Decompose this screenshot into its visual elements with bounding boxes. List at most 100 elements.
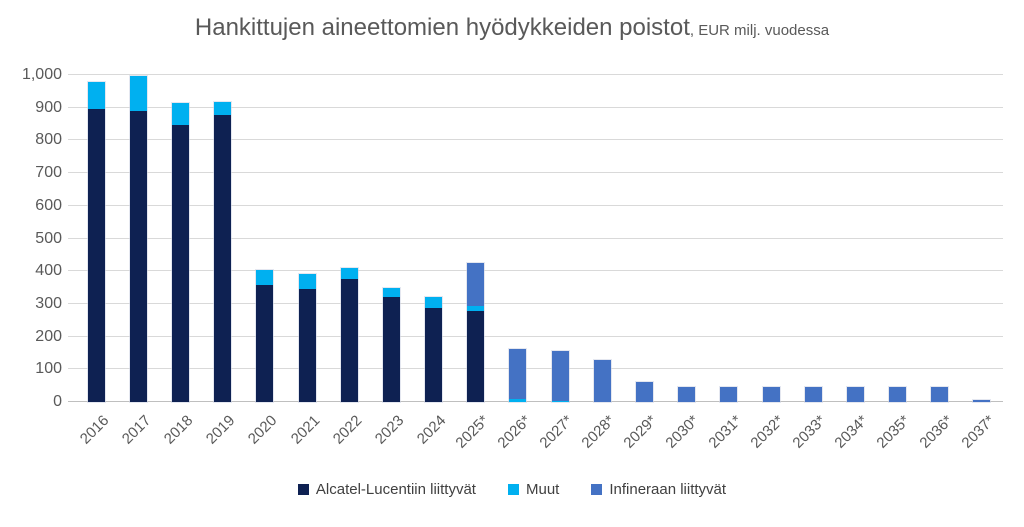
bar-segment-alcatel <box>256 285 274 402</box>
bar-2023 <box>382 287 400 402</box>
bar-2025 <box>467 263 485 402</box>
bar-2017 <box>129 75 147 402</box>
bar-2036 <box>931 387 949 402</box>
bar-2037 <box>973 399 991 402</box>
x-tick-label: 2021 <box>287 412 324 448</box>
bar-segment-infinera <box>551 351 569 401</box>
bar-segment-alcatel <box>214 114 232 402</box>
chart-title-subtitle: , EUR milj. vuodessa <box>689 22 830 39</box>
bar-2019 <box>214 101 232 402</box>
bar-segment-muut <box>298 274 316 290</box>
bar-2024 <box>425 297 443 402</box>
bar-segment-muut <box>214 101 232 115</box>
legend-item: Infineraan liittyvät <box>591 481 726 498</box>
gridline <box>68 74 1003 75</box>
bar-2022 <box>340 267 358 402</box>
legend-swatch-alcatel <box>297 484 309 495</box>
x-tick-label: 2036* <box>915 412 956 452</box>
bar-segment-infinera <box>593 360 611 402</box>
legend-swatch-muut <box>507 484 519 495</box>
bar-segment-muut <box>256 269 274 286</box>
bar-segment-infinera <box>635 382 653 402</box>
y-tick-label: 500 <box>35 229 62 247</box>
y-tick-label: 700 <box>35 164 62 182</box>
bar-segment-muut <box>340 267 358 280</box>
bar-segment-alcatel <box>467 311 485 402</box>
gridline <box>68 302 1003 304</box>
bar-segment-muut <box>382 287 400 297</box>
bar-segment-muut <box>87 81 105 110</box>
bar-segment-alcatel <box>298 289 316 402</box>
y-tick-label: 600 <box>35 196 62 214</box>
bar-2018 <box>171 102 189 402</box>
gridline <box>68 139 1003 141</box>
y-tick-label: 400 <box>35 262 62 280</box>
x-tick-label: 2034* <box>831 412 872 452</box>
x-tick-label: 2023 <box>371 412 408 448</box>
legend-swatch-infinera <box>591 484 603 495</box>
legend-label: Alcatel-Lucentiin liittyvät <box>315 481 476 498</box>
bar-segment-muut <box>129 75 147 111</box>
x-tick-label: 2027* <box>536 412 577 452</box>
bar-2028 <box>593 360 611 402</box>
x-axis: 2016 2017 2018 2019 2020 2021 2022 2023 2024 2025… <box>75 403 1003 469</box>
legend-label: Infineraan liittyvät <box>609 481 727 498</box>
x-tick-label: 2022 <box>329 412 366 448</box>
y-tick-label: 800 <box>35 131 62 149</box>
bar-2016 <box>87 81 105 402</box>
x-tick-label: 2016 <box>76 412 113 448</box>
bar-segment-infinera <box>467 263 485 306</box>
bar-segment-infinera <box>804 387 822 402</box>
bar-segment-alcatel <box>129 110 147 402</box>
x-tick-label: 2018 <box>160 412 197 448</box>
bar-segment-infinera <box>931 387 949 402</box>
bar-segment-alcatel <box>340 279 358 402</box>
y-tick-label: 900 <box>35 98 62 116</box>
bar-2030 <box>678 387 696 402</box>
y-axis: 0 100 200 300 400 500 600 700 800 900 1,000 <box>0 66 62 410</box>
x-tick-label: 2031* <box>705 412 745 452</box>
x-tick-label: 2024 <box>413 412 450 448</box>
bar-segment-muut <box>425 297 443 308</box>
x-tick-label: 2033* <box>789 412 830 452</box>
bar-segment-infinera <box>509 349 527 399</box>
y-tick-label: 0 <box>53 393 62 410</box>
gridline <box>68 335 1003 337</box>
x-axis-line <box>68 401 1003 402</box>
x-tick-label: 2029* <box>620 412 661 452</box>
bar-segment-infinera <box>889 387 907 402</box>
bar-segment-muut <box>551 400 569 402</box>
plot-area <box>68 74 1003 402</box>
x-tick-label: 2017 <box>118 412 155 448</box>
gridline <box>68 237 1003 239</box>
x-tick-label: 2032* <box>747 412 788 452</box>
bar-segment-alcatel <box>425 307 443 402</box>
gridline <box>68 270 1003 272</box>
bar-2032 <box>762 387 780 402</box>
bar-segment-alcatel <box>382 296 400 402</box>
y-tick-label: 300 <box>35 294 62 312</box>
bar-segment-infinera <box>973 399 991 402</box>
x-tick-label: 2028* <box>578 412 619 452</box>
gridline <box>68 172 1003 174</box>
y-tick-label: 1,000 <box>21 66 62 83</box>
y-tick-label: 100 <box>35 360 62 378</box>
legend-label: Muut <box>525 481 560 498</box>
gridline <box>68 204 1003 206</box>
legend: Alcatel-Lucentiin liittyvät Muut Infineraa… <box>0 481 1024 498</box>
x-tick-label: 2020 <box>245 412 281 448</box>
bar-segment-muut <box>467 305 485 312</box>
y-tick-label: 200 <box>35 327 62 345</box>
legend-item: Alcatel-Lucentiin liittyvät <box>297 481 476 498</box>
bar-2026 <box>509 349 527 402</box>
x-tick-label: 2026* <box>494 412 534 452</box>
bar-2029 <box>635 382 653 402</box>
bar-2027 <box>551 351 569 402</box>
bar-segment-infinera <box>720 387 738 402</box>
chart-title: Hankittujen aineettomien hyödykkeiden po… <box>0 14 1024 42</box>
bar-segment-muut <box>509 398 527 402</box>
bar-segment-infinera <box>678 387 696 402</box>
bar-segment-infinera <box>762 387 780 402</box>
legend-item: Muut <box>507 481 560 498</box>
gridline <box>68 106 1003 108</box>
